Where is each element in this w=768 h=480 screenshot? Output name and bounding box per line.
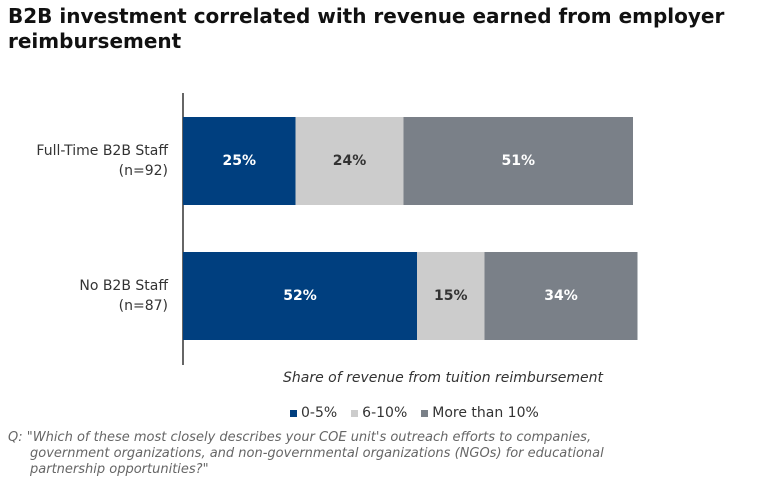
data-label: 34% [544,288,578,304]
data-label: 24% [333,153,367,169]
footnote: Q: "Which of these most closely describe… [8,430,604,477]
legend-swatch [421,409,429,417]
data-label: 25% [222,153,256,169]
bar-segment [484,252,638,340]
chart-title: B2B investment correlated with revenue e… [8,4,725,53]
bar-segment [295,117,404,205]
legend-swatch [290,409,297,417]
legend: 0-5% 6-10% More than 10% [290,405,539,421]
data-label: 52% [283,288,317,304]
bar-segment [183,252,417,340]
legend-item: More than 10% [421,405,539,421]
bar-segment [403,117,633,205]
data-label: 15% [434,288,468,304]
x-axis-label: Share of revenue from tuition reimbursem… [283,370,603,386]
legend-label: 6-10% [362,405,408,421]
legend-label: More than 10% [432,405,539,421]
bar-segment [417,252,485,340]
legend-item: 6-10% [351,405,407,421]
y-tick-label: Full-Time B2B Staff (n=92) [36,143,168,179]
legend-label: 0-5% [301,405,338,421]
legend-swatch [351,409,359,417]
data-label: 51% [501,153,535,169]
bar-segment [183,117,296,205]
y-tick-label: No B2B Staff (n=87) [79,278,168,314]
legend-item: 0-5% [290,405,337,421]
